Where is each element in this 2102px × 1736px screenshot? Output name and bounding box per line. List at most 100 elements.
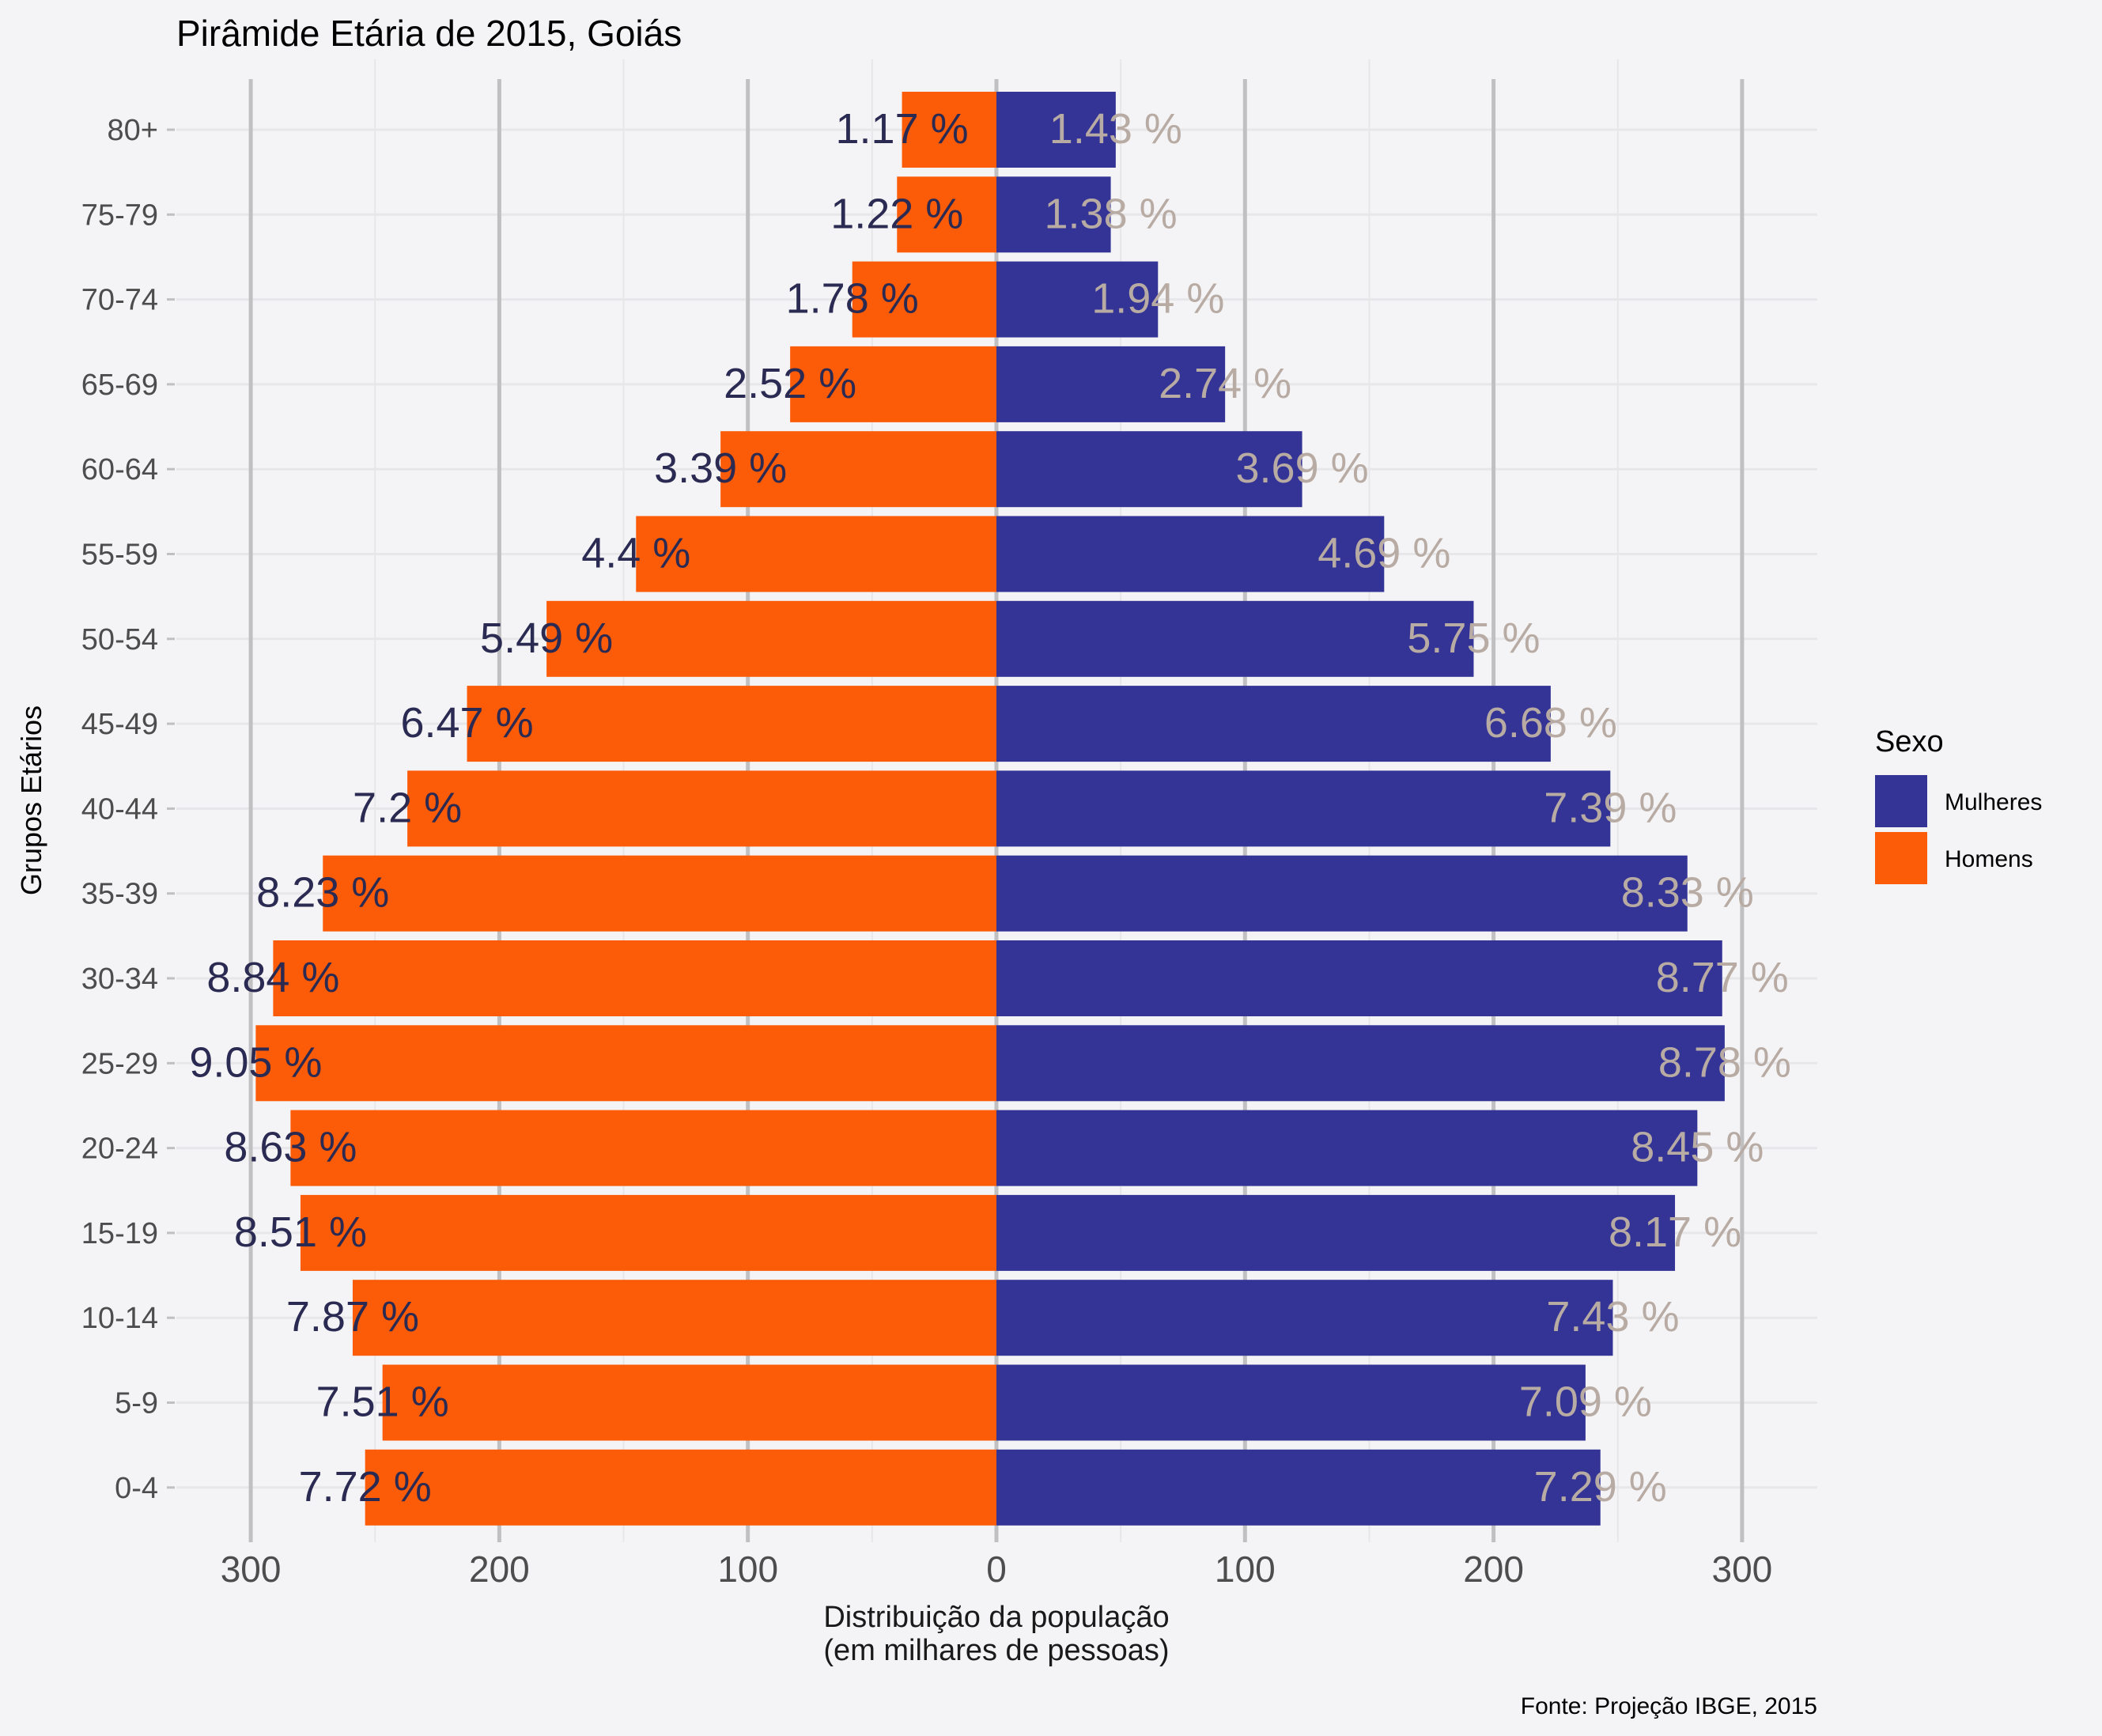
- data-label-mulheres: 1.94 %: [1091, 275, 1224, 323]
- bar-homens: [407, 770, 996, 847]
- bar-homens: [273, 940, 997, 1016]
- data-label-mulheres: 8.45 %: [1631, 1124, 1764, 1171]
- data-label-layer: 1.43 % 1.38 % 1.94 % 2.74 % 3.69 % 4.69 % 5.75…: [189, 105, 1791, 1511]
- y-tick-label: 65-69: [81, 369, 158, 402]
- y-tick-label: 0-4: [115, 1472, 158, 1505]
- x-tick-label: 200: [469, 1549, 530, 1590]
- y-tick-label: 50-54: [81, 623, 158, 656]
- bar-mulheres: [996, 940, 1722, 1016]
- y-axis-title: Grupos Etários: [15, 705, 47, 895]
- bar-mulheres: [996, 92, 1116, 168]
- y-tick-label: 60-64: [81, 453, 158, 486]
- legend-swatch-homens: [1875, 832, 1927, 884]
- bar-homens: [902, 92, 996, 168]
- data-label-mulheres: 7.29 %: [1534, 1463, 1667, 1511]
- legend-swatch-mulheres: [1875, 775, 1927, 827]
- x-tick-label: 0: [986, 1549, 1007, 1590]
- bar-homens: [720, 431, 996, 508]
- bar-homens: [300, 1194, 997, 1271]
- y-tick-label: 20-24: [81, 1133, 158, 1166]
- y-tick-label: 35-39: [81, 878, 158, 911]
- data-label-mulheres: 6.68 %: [1484, 699, 1617, 747]
- bar-mulheres: [996, 176, 1111, 253]
- data-label-mulheres: 3.69 %: [1236, 444, 1369, 492]
- legend-label-mulheres: Mulheres: [1945, 789, 2042, 815]
- y-tick-label: 10-14: [81, 1302, 158, 1335]
- bar-homens: [636, 516, 996, 592]
- bar-mulheres: [996, 1025, 1725, 1102]
- bar-mulheres: [996, 770, 1611, 847]
- legend: Sexo Mulheres Homens: [1875, 725, 2042, 884]
- bar-layer: [255, 92, 1725, 1526]
- x-tick-label: 100: [1215, 1549, 1276, 1590]
- data-label-homens: 3.39 %: [654, 444, 787, 492]
- data-label-homens: 7.2 %: [353, 784, 462, 831]
- bar-mulheres: [996, 346, 1226, 422]
- bar-homens: [382, 1364, 997, 1441]
- bar-mulheres: [996, 686, 1551, 762]
- data-label-mulheres: 8.78 %: [1658, 1038, 1791, 1086]
- data-label-mulheres: 1.38 %: [1045, 190, 1178, 237]
- data-label-homens: 7.72 %: [299, 1463, 432, 1511]
- bar-homens: [897, 176, 996, 253]
- bar-homens: [352, 1280, 996, 1356]
- x-axis-title-line: Distribuição da população: [823, 1601, 1169, 1634]
- data-label-mulheres: 2.74 %: [1159, 360, 1291, 407]
- bar-homens: [255, 1025, 996, 1102]
- bar-homens: [852, 261, 996, 338]
- y-tick-label: 25-29: [81, 1047, 158, 1080]
- y-tick-label: 15-19: [81, 1217, 158, 1250]
- data-label-homens: 8.63 %: [224, 1124, 357, 1171]
- x-tick-label: 300: [221, 1549, 282, 1590]
- bar-mulheres: [996, 600, 1474, 677]
- bar-homens: [323, 855, 996, 932]
- data-label-homens: 8.51 %: [234, 1208, 367, 1256]
- data-label-mulheres: 8.33 %: [1621, 869, 1754, 917]
- x-axis-title-line: (em milhares de pessoas): [823, 1634, 1169, 1667]
- bar-mulheres: [996, 1110, 1698, 1186]
- bar-homens: [467, 686, 996, 762]
- data-label-mulheres: 7.39 %: [1544, 784, 1677, 831]
- data-label-mulheres: 8.17 %: [1609, 1208, 1741, 1256]
- y-tick-label: 55-59: [81, 539, 158, 572]
- data-label-homens: 4.4 %: [581, 530, 690, 577]
- legend-title: Sexo: [1875, 725, 1944, 758]
- y-tick-label: 5-9: [115, 1387, 158, 1420]
- y-tick-label: 70-74: [81, 284, 158, 317]
- legend-label-homens: Homens: [1945, 846, 2033, 872]
- legend-items: Mulheres Homens: [1875, 775, 2042, 884]
- x-tick-label: 200: [1463, 1549, 1524, 1590]
- chart-caption: Fonte: Projeção IBGE, 2015: [1521, 1693, 1817, 1719]
- bar-mulheres: [996, 1280, 1613, 1356]
- chart-title: Pirâmide Etária de 2015, Goiás: [176, 13, 682, 54]
- data-label-homens: 6.47 %: [400, 699, 533, 747]
- bar-homens: [365, 1449, 997, 1526]
- data-label-homens: 9.05 %: [189, 1038, 322, 1086]
- bar-homens: [290, 1110, 996, 1186]
- bar-mulheres: [996, 1194, 1676, 1271]
- data-label-mulheres: 7.09 %: [1519, 1379, 1652, 1426]
- bar-homens: [790, 346, 996, 422]
- data-label-homens: 1.22 %: [830, 190, 963, 237]
- bar-mulheres: [996, 516, 1385, 592]
- data-label-homens: 1.78 %: [786, 275, 919, 323]
- data-label-mulheres: 8.77 %: [1656, 954, 1789, 1001]
- data-label-mulheres: 7.43 %: [1546, 1293, 1679, 1341]
- data-label-mulheres: 4.69 %: [1318, 530, 1450, 577]
- data-label-homens: 8.84 %: [206, 954, 339, 1001]
- x-tick-label: 100: [717, 1549, 778, 1590]
- data-label-homens: 5.49 %: [480, 615, 613, 662]
- data-label-mulheres: 5.75 %: [1407, 615, 1540, 662]
- bar-homens: [546, 600, 996, 677]
- y-tick-label: 80+: [108, 114, 158, 147]
- data-label-homens: 7.51 %: [316, 1379, 449, 1426]
- axis-layer: 80+ 75-79 70-74 65-69 60-64 55-59 50-54 45-49 40…: [81, 114, 1772, 1590]
- x-tick-label: 300: [1712, 1549, 1773, 1590]
- y-tick-label: 30-34: [81, 963, 158, 996]
- data-label-homens: 8.23 %: [256, 869, 389, 917]
- data-label-homens: 2.52 %: [724, 360, 856, 407]
- data-label-homens: 1.17 %: [836, 105, 969, 153]
- data-label-mulheres: 1.43 %: [1049, 105, 1182, 153]
